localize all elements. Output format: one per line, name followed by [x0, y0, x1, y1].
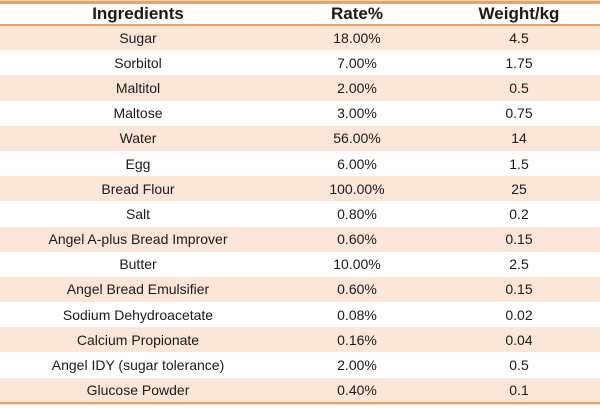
- table-row: Angel IDY (sugar tolerance) 2.00% 0.5: [0, 352, 600, 378]
- cell-weight: 4.5: [509, 30, 529, 47]
- cell-rate: 10.00%: [333, 256, 381, 273]
- cell-ingredient: Calcium Propionate: [76, 331, 200, 348]
- cell-rate: 0.80%: [337, 205, 377, 222]
- cell-weight: 0.04: [505, 331, 533, 348]
- cell-weight: 1.5: [509, 155, 529, 172]
- cell-rate: 2.00%: [337, 79, 377, 96]
- cell-weight: 0.2: [509, 205, 529, 222]
- cell-rate: 2.00%: [337, 357, 377, 374]
- cell-rate: 0.60%: [337, 231, 377, 248]
- table-row: Sugar 18.00% 4.5: [0, 25, 600, 51]
- table-row: Angel A-plus Bread Improver 0.60% 0.15: [0, 226, 600, 252]
- table-row: Sorbitol 7.00% 1.75: [0, 50, 600, 76]
- cell-rate: 0.40%: [337, 381, 377, 398]
- cell-rate: 0.08%: [337, 306, 377, 323]
- table-row: Salt 0.80% 0.2: [0, 201, 600, 227]
- table-row: Calcium Propionate 0.16% 0.04: [0, 327, 600, 353]
- cell-rate: 7.00%: [337, 54, 377, 71]
- cell-rate: 18.00%: [333, 30, 381, 47]
- cell-ingredient: Glucose Powder: [86, 381, 190, 398]
- cell-weight: 0.1: [509, 381, 529, 398]
- cell-rate: 0.60%: [337, 281, 377, 298]
- table-row: Butter 10.00% 2.5: [0, 251, 600, 277]
- cell-weight: 0.5: [509, 79, 529, 96]
- header-row: Ingredients Rate% Weight/kg: [0, 2, 600, 26]
- cell-weight: 2.5: [509, 256, 529, 273]
- cell-weight: 25: [511, 180, 527, 197]
- cell-ingredient: Salt: [125, 205, 151, 222]
- cell-ingredient: Maltose: [113, 105, 163, 122]
- cell-ingredient: Bread Flour: [101, 180, 175, 197]
- table-row: Water 56.00% 14: [0, 125, 600, 151]
- cell-rate: 0.16%: [337, 331, 377, 348]
- cell-weight: 0.5: [509, 357, 529, 374]
- table-row: Maltose 3.00% 0.75: [0, 100, 600, 126]
- col-header-rate: Rate%: [276, 2, 438, 26]
- cell-ingredient: Angel IDY (sugar tolerance): [51, 357, 225, 374]
- cell-rate: 6.00%: [337, 155, 377, 172]
- cell-ingredient: Egg: [125, 155, 151, 172]
- table-row: Glucose Powder 0.40% 0.1: [0, 377, 600, 403]
- cell-ingredient: Angel Bread Emulsifier: [66, 281, 210, 298]
- table-row: Sodium Dehydroacetate 0.08% 0.02: [0, 302, 600, 328]
- cell-weight: 1.75: [505, 54, 533, 71]
- cell-rate: 3.00%: [337, 105, 377, 122]
- table-body: Sugar 18.00% 4.5 Sorbitol 7.00% 1.75 Maltitol 2…: [0, 25, 600, 403]
- cell-ingredient: Butter: [119, 256, 157, 273]
- cell-weight: 0.15: [505, 281, 533, 298]
- col-header-weight: Weight/kg: [438, 2, 600, 26]
- table-row: Maltitol 2.00% 0.5: [0, 75, 600, 101]
- cell-rate: 100.00%: [329, 180, 385, 197]
- col-header-ingredients: Ingredients: [0, 2, 276, 26]
- cell-weight: 0.15: [505, 231, 533, 248]
- cell-rate: 56.00%: [333, 130, 381, 147]
- table-row: Bread Flour 100.00% 25: [0, 176, 600, 202]
- cell-ingredient: Sugar: [119, 30, 157, 47]
- cell-ingredient: Sorbitol: [114, 54, 162, 71]
- cell-ingredient: Water: [119, 130, 157, 147]
- cell-weight: 14: [511, 130, 527, 147]
- cell-weight: 0.02: [505, 306, 533, 323]
- table-row: Angel Bread Emulsifier 0.60% 0.15: [0, 276, 600, 303]
- cell-ingredient: Maltitol: [115, 79, 161, 96]
- cell-ingredient: Angel A-plus Bread Improver: [48, 231, 228, 248]
- cell-ingredient: Sodium Dehydroacetate: [62, 306, 214, 323]
- cell-weight: 0.75: [505, 105, 533, 122]
- table-row: Egg 6.00% 1.5: [0, 150, 600, 177]
